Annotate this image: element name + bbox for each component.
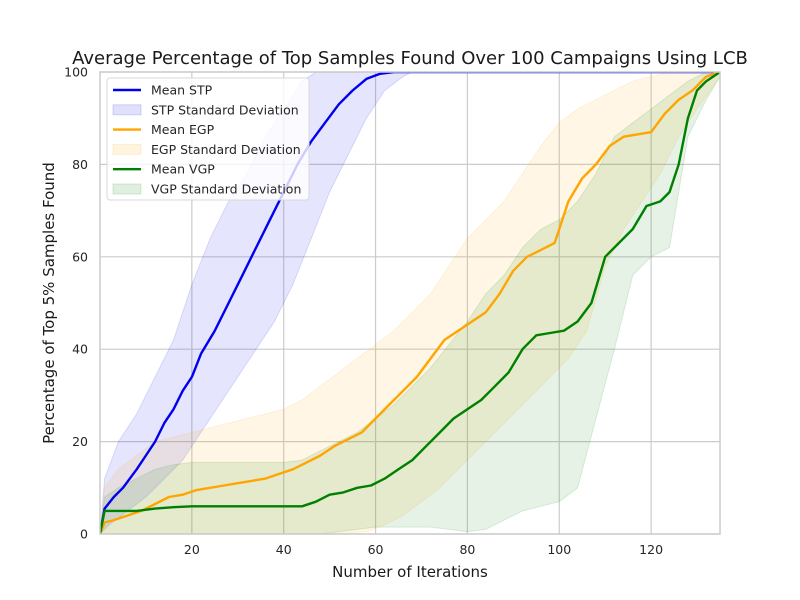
legend-label: EGP Standard Deviation xyxy=(151,142,301,157)
y-tick-label: 0 xyxy=(80,527,88,542)
x-tick-label: 20 xyxy=(184,542,200,557)
legend-swatch-band xyxy=(113,184,141,194)
x-tick-label: 40 xyxy=(276,542,292,557)
x-tick-label: 120 xyxy=(639,542,663,557)
y-axis-label: Percentage of Top 5% Samples Found xyxy=(40,162,58,444)
legend-label: VGP Standard Deviation xyxy=(151,182,301,197)
y-tick-label: 20 xyxy=(72,434,88,449)
legend-label: Mean VGP xyxy=(151,162,215,177)
legend-swatch-band xyxy=(113,105,141,115)
y-tick-label: 40 xyxy=(72,342,88,357)
legend-swatch-band xyxy=(113,144,141,154)
x-axis-label: Number of Iterations xyxy=(332,563,488,581)
legend-label: Mean STP xyxy=(151,83,213,98)
x-tick-label: 100 xyxy=(547,542,571,557)
legend-label: STP Standard Deviation xyxy=(151,102,299,117)
x-tick-label: 80 xyxy=(459,542,475,557)
legend-label: Mean EGP xyxy=(151,122,215,137)
x-tick-label: 60 xyxy=(368,542,384,557)
y-tick-label: 60 xyxy=(72,249,88,264)
legend: Mean STP STP Standard Deviation Mean EGP EG… xyxy=(107,78,309,200)
chart-title: Average Percentage of Top Samples Found … xyxy=(72,48,748,69)
y-tick-label: 80 xyxy=(72,157,88,172)
y-tick-label: 100 xyxy=(64,65,88,80)
